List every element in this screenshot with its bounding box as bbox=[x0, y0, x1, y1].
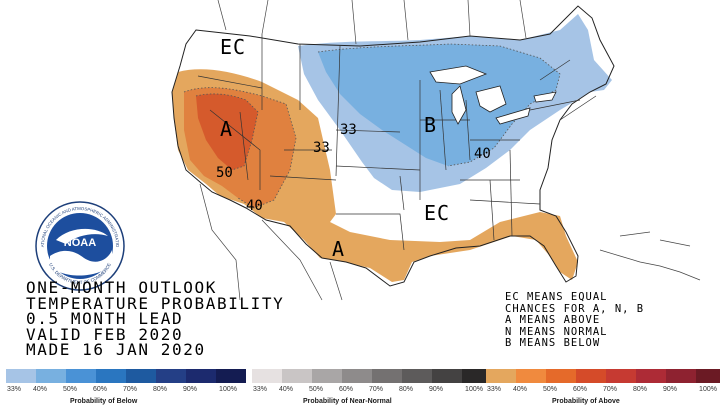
legend-normal-title: Probability of Near-Normal bbox=[303, 398, 392, 405]
legend-normal-tick: 90% bbox=[428, 386, 444, 393]
noaa-logo: NOAA NATIONAL OCEANIC AND ATMOSPHERIC AD… bbox=[0, 0, 125, 291]
key-line-3: A MEANS ABOVE bbox=[505, 314, 601, 326]
legend-above-title: Probability of Above bbox=[552, 398, 620, 405]
key-line-4: N MEANS NORMAL bbox=[505, 325, 608, 338]
legend-below-tick: 100% bbox=[219, 386, 237, 393]
legend-below-tick: 33% bbox=[6, 386, 22, 393]
map-labels: EC A 50 40 33 33 B 40 EC A bbox=[216, 35, 491, 261]
legend-above-tick: 50% bbox=[542, 386, 558, 393]
legend-above-swatch-4 bbox=[576, 369, 606, 383]
legend-below-tick: 80% bbox=[152, 386, 168, 393]
contour-50-label: 50 bbox=[216, 165, 233, 181]
legend-above-swatch-5 bbox=[606, 369, 636, 383]
legend-below-tick: 90% bbox=[182, 386, 198, 393]
above-label-south: A bbox=[332, 237, 344, 261]
title-line-5: MADE 16 JAN 2020 bbox=[26, 340, 206, 359]
legend-normal-swatch-5 bbox=[372, 369, 402, 383]
legend-above-tick: 40% bbox=[512, 386, 528, 393]
contour-40-east-label: 40 bbox=[474, 146, 491, 162]
legend-normal-swatch-1 bbox=[252, 369, 282, 383]
legend-above-swatch-7 bbox=[666, 369, 696, 383]
legend-below-title: Probability of Below bbox=[70, 398, 138, 405]
legend-above-swatch-6 bbox=[636, 369, 666, 383]
probability-contours bbox=[183, 43, 561, 209]
legend-below-ticks: 33% 40% 50% 60% 70% 80% 90% 100% bbox=[6, 386, 246, 396]
legend-normal-swatch-6 bbox=[402, 369, 432, 383]
legend-normal-tick: 33% bbox=[252, 386, 268, 393]
legend-above-ticks: 33% 40% 50% 60% 70% 80% 90% 100% bbox=[486, 386, 720, 396]
legend-below-tick: 40% bbox=[32, 386, 48, 393]
legend-below-tick: 50% bbox=[62, 386, 78, 393]
legend-above-swatch-3 bbox=[546, 369, 576, 383]
legend-above-tick: 90% bbox=[662, 386, 678, 393]
legend-above-tick: 60% bbox=[572, 386, 588, 393]
legend-normal-swatch-4 bbox=[342, 369, 372, 383]
legend-key-text: EC MEANS EQUAL CHANCES FOR A, N, B A MEA… bbox=[505, 291, 645, 350]
legend-below-swatch-8 bbox=[216, 369, 246, 383]
outlook-title-block: ONE-MONTH OUTLOOK TEMPERATURE PROBABILIT… bbox=[26, 280, 284, 358]
legend-below-swatch-1 bbox=[6, 369, 36, 383]
legend-above-tick: 80% bbox=[632, 386, 648, 393]
legend-normal-swatch-7 bbox=[432, 369, 462, 383]
legend-normal-swatch-2 bbox=[282, 369, 312, 383]
above-normal-region bbox=[172, 69, 578, 283]
state-boundaries bbox=[197, 34, 597, 251]
legend-above-tick: 100% bbox=[699, 386, 717, 393]
legend-above-swatch-2 bbox=[516, 369, 546, 383]
legend-below-swatch-4 bbox=[96, 369, 126, 383]
noaa-logo-text: NOAA bbox=[64, 237, 96, 249]
legend-normal-tick: 100% bbox=[465, 386, 483, 393]
legend-above-swatches bbox=[486, 369, 720, 383]
legend-below-swatch-3 bbox=[66, 369, 96, 383]
legend-normal-swatch-8 bbox=[462, 369, 492, 383]
legend-normal-tick: 40% bbox=[278, 386, 294, 393]
legend-above-swatch-1 bbox=[486, 369, 516, 383]
legend-normal-tick: 50% bbox=[308, 386, 324, 393]
contour-40-west-label: 40 bbox=[246, 198, 263, 214]
legend-above-tick: 70% bbox=[602, 386, 618, 393]
us-outline bbox=[171, 5, 615, 287]
key-line-1: EC MEANS EQUAL bbox=[505, 291, 608, 303]
legend-normal-swatch-3 bbox=[312, 369, 342, 383]
legend-normal-tick: 80% bbox=[398, 386, 414, 393]
legend-below-tick: 70% bbox=[122, 386, 138, 393]
title-line-4: VALID FEB 2020 bbox=[26, 324, 184, 344]
title-line-3: 0.5 MONTH LEAD bbox=[26, 309, 184, 328]
ec-label-north: EC bbox=[220, 35, 246, 59]
legend-below-swatch-6 bbox=[156, 369, 186, 383]
ec-label-south: EC bbox=[424, 201, 450, 225]
contour-33-label-b: 33 bbox=[313, 140, 330, 156]
key-line-5: B MEANS BELOW bbox=[505, 337, 601, 349]
key-line-2: CHANCES FOR A, N, B bbox=[505, 302, 645, 315]
legend-below-swatch-5 bbox=[126, 369, 156, 383]
title-line-1: ONE-MONTH OUTLOOK bbox=[26, 278, 217, 297]
legend-normal-tick: 70% bbox=[368, 386, 384, 393]
above-label-west: A bbox=[220, 117, 232, 141]
below-label-east: B bbox=[424, 113, 436, 137]
legend-normal-tick: 60% bbox=[338, 386, 354, 393]
legend-normal-swatches bbox=[252, 369, 492, 383]
legend-above-swatch-8 bbox=[696, 369, 720, 383]
legend-normal-ticks: 33% 40% 50% 60% 70% 80% 90% 100% bbox=[252, 386, 492, 396]
title-line-2: TEMPERATURE PROBABILITY bbox=[26, 293, 285, 313]
international-borders bbox=[199, 0, 701, 301]
legend-below-tick: 60% bbox=[92, 386, 108, 393]
legend-below-swatch-2 bbox=[36, 369, 66, 383]
great-lakes bbox=[429, 65, 557, 125]
legend-below-swatch-7 bbox=[186, 369, 216, 383]
contour-33-label-a: 33 bbox=[340, 122, 357, 138]
legend-below-swatches bbox=[6, 369, 246, 383]
legend-above-tick: 33% bbox=[486, 386, 502, 393]
